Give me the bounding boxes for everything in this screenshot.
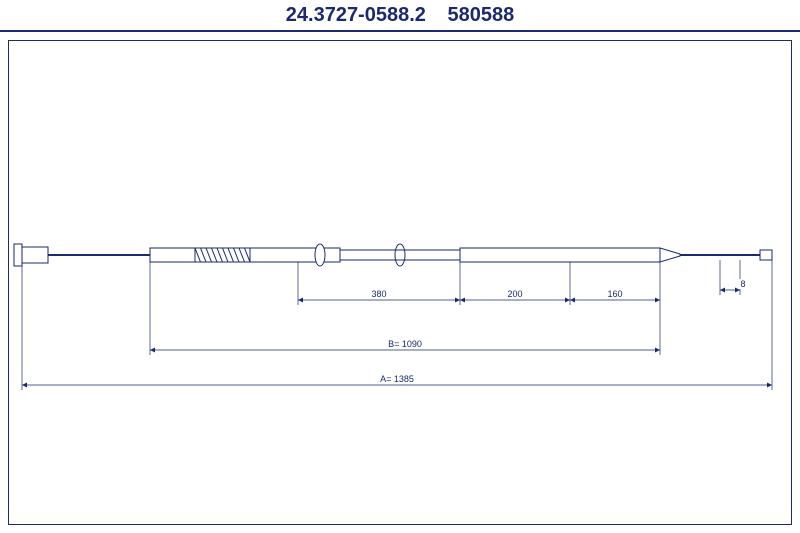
dimension-label: 200 [505, 289, 524, 299]
dimension-label: 160 [605, 289, 624, 299]
dimension-label: B= 1090 [386, 339, 424, 349]
technical-drawing [0, 0, 800, 533]
dimension-label: 8 [738, 279, 747, 289]
dimension-label: A= 1385 [378, 374, 416, 384]
dimension-label: 380 [369, 289, 388, 299]
